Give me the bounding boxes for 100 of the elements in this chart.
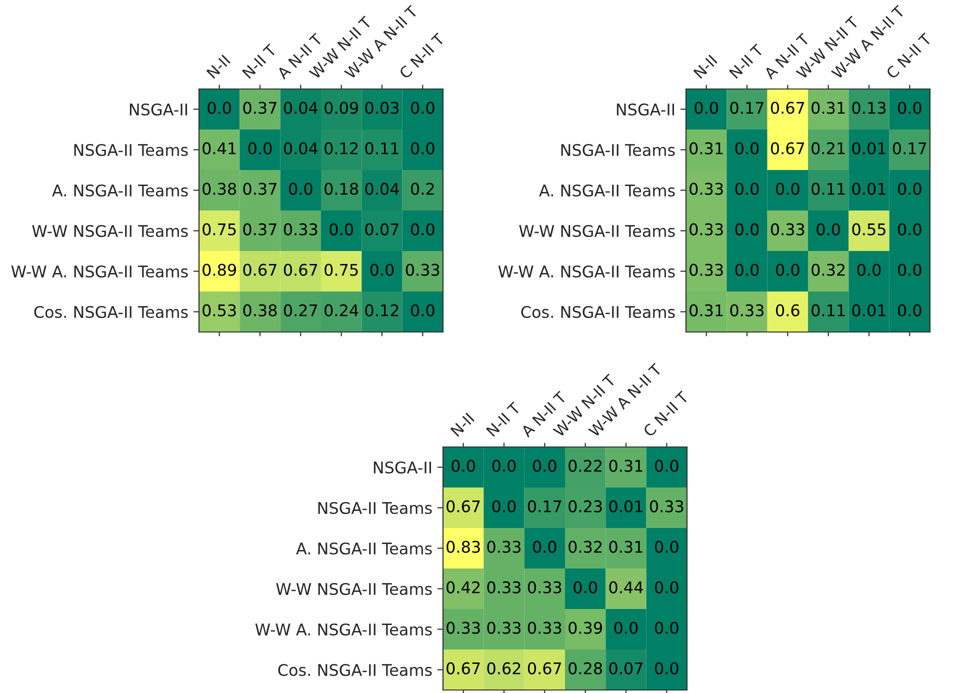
data-label: 0.33 (730, 304, 764, 316)
data-label: 0.0 (411, 102, 434, 114)
y-tick-label: A. NSGA-II Teams (539, 184, 675, 197)
data-label: 0.0 (533, 460, 556, 472)
y-tick-label: NSGA-II (616, 103, 674, 116)
data-label: 0.13 (852, 102, 886, 114)
data-label: 0.75 (324, 264, 358, 276)
data-label: 0.0 (898, 102, 922, 114)
data-label: 0.0 (370, 264, 394, 276)
data-label: 0.04 (365, 182, 399, 195)
data-label: 0.0 (857, 264, 881, 276)
data-label: 0.0 (208, 102, 231, 114)
data-label: 0.41 (202, 142, 236, 154)
data-label: 0.07 (609, 662, 642, 674)
x-tick-label: C N-II T (398, 32, 446, 80)
y-tick-label: A. NSGA-II Teams (52, 184, 188, 197)
data-label: 0.33 (528, 622, 562, 634)
data-label: 0.27 (284, 304, 318, 316)
data-label: 0.0 (735, 264, 759, 276)
data-label: 0.0 (492, 500, 516, 512)
data-label: 0.33 (690, 223, 723, 236)
data-label: 0.38 (202, 182, 236, 195)
data-label: 0.0 (776, 264, 800, 276)
y-tick-label: W-W NSGA-II Teams (32, 224, 188, 238)
data-label: 0.38 (243, 304, 277, 316)
data-label: 0.0 (574, 581, 597, 594)
data-label: 0.0 (898, 264, 922, 276)
data-label: 0.0 (898, 223, 922, 236)
data-label: 0.0 (330, 223, 353, 236)
data-label: 0.31 (690, 304, 723, 316)
y-tick-label: W-W NSGA-II Teams (276, 582, 432, 596)
data-label: 0.33 (446, 622, 480, 634)
data-label: 0.0 (655, 662, 678, 674)
data-label: 0.67 (446, 662, 480, 674)
data-label: 0.0 (289, 182, 312, 195)
data-label: 0.0 (694, 102, 718, 114)
data-label: 0.33 (487, 622, 520, 634)
data-label: 0.22 (568, 460, 602, 472)
y-tick-label: Cos. NSGA-II Teams (521, 306, 675, 318)
data-label: 0.37 (243, 102, 276, 114)
data-label: 0.04 (284, 102, 318, 114)
data-label: 0.67 (243, 264, 276, 276)
data-label: 0.0 (735, 223, 759, 236)
y-tick-label: W-W NSGA-II Teams (519, 224, 675, 238)
y-tick-label: NSGA-II Teams (74, 144, 188, 156)
data-label: 0.0 (898, 182, 922, 195)
data-label: 0.0 (776, 182, 800, 195)
data-label: 0.0 (735, 142, 759, 154)
data-label: 0.0 (735, 182, 759, 195)
data-label: 0.32 (568, 540, 602, 553)
y-tick-label: A. NSGA-II Teams (296, 542, 432, 555)
data-label: 0.42 (446, 581, 480, 594)
data-label: 0.0 (411, 142, 434, 154)
data-label: 0.17 (730, 102, 764, 114)
data-label: 0.33 (487, 581, 520, 594)
x-tick-label: N-II (693, 54, 718, 79)
x-tick-label: N-II T (242, 44, 278, 79)
data-label: 0.33 (650, 500, 684, 512)
data-label: 0.33 (770, 223, 804, 236)
data-label: 0.0 (248, 142, 272, 154)
data-label: 0.0 (816, 223, 840, 236)
data-label: 0.0 (411, 223, 434, 236)
data-label: 0.01 (852, 182, 886, 195)
data-label: 0.53 (202, 304, 236, 316)
data-label: 0.28 (568, 662, 602, 674)
data-label: 0.6 (776, 304, 800, 316)
data-label: 0.67 (446, 500, 480, 512)
data-label: 0.67 (770, 142, 804, 154)
y-tick-label: NSGA-II Teams (318, 502, 432, 514)
data-label: 0.33 (690, 182, 723, 195)
y-tick-label: NSGA-II (130, 103, 188, 116)
data-label: 0.75 (202, 223, 236, 236)
data-label: 0.62 (487, 662, 520, 674)
data-label: 0.0 (655, 540, 678, 553)
data-label: 0.32 (812, 264, 845, 276)
data-label: 0.39 (568, 622, 602, 634)
y-tick-label: W-W A. NSGA-II Teams (498, 265, 675, 278)
data-label: 0.0 (411, 304, 434, 316)
data-label: 0.33 (284, 223, 318, 236)
data-label: 0.2 (411, 182, 434, 195)
data-label: 0.89 (202, 264, 236, 276)
y-tick-label: Cos. NSGA-II Teams (278, 664, 432, 676)
data-label: 0.33 (406, 264, 440, 276)
data-label: 0.0 (614, 622, 638, 634)
data-label: 0.0 (533, 540, 556, 553)
data-label: 0.44 (609, 581, 643, 594)
data-label: 0.0 (655, 460, 678, 472)
data-label: 0.0 (492, 460, 516, 472)
y-tick-label: W-W A. NSGA-II Teams (255, 623, 432, 636)
y-tick-label: Cos. NSGA-II Teams (34, 306, 188, 318)
data-label: 0.18 (324, 182, 358, 195)
data-label: 0.67 (770, 102, 804, 114)
data-label: 0.0 (655, 622, 678, 634)
data-label: 0.01 (852, 142, 886, 154)
data-label: 0.31 (690, 142, 723, 154)
data-label: 0.03 (365, 102, 398, 114)
data-label: 0.37 (243, 182, 276, 195)
data-label: 0.17 (528, 500, 562, 512)
data-label: 0.0 (898, 304, 922, 316)
data-label: 0.31 (609, 460, 642, 472)
